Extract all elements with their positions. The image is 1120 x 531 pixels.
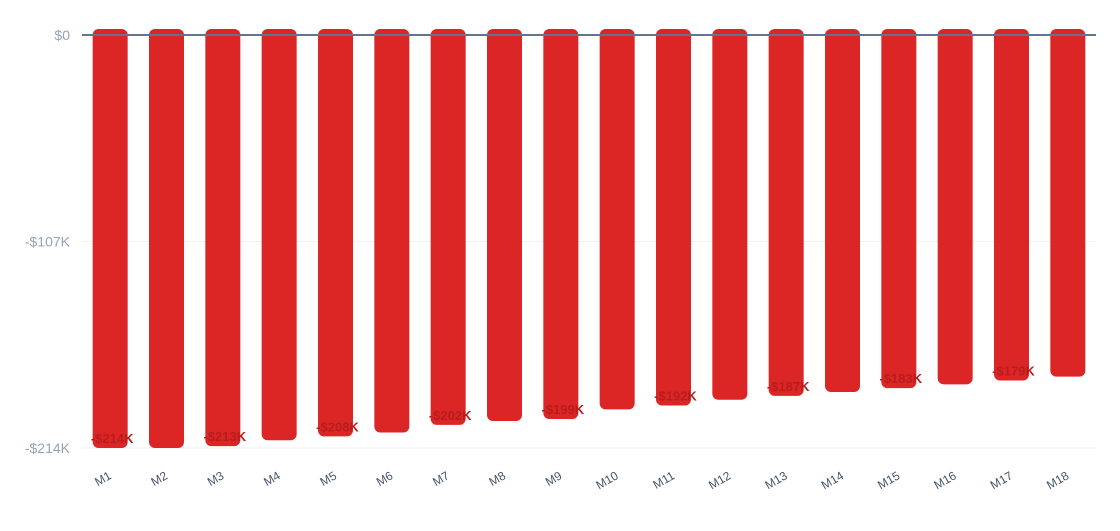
data-label: -$187K [767, 379, 810, 394]
x-tick-label: M11 [651, 468, 678, 492]
x-tick-label: M15 [875, 468, 902, 492]
x-tick-label: M9 [543, 468, 565, 489]
data-labels: -$214K -$213K -$208K -$202K -$199K -$192K -$18… [91, 363, 1036, 446]
x-tick-label: M3 [205, 468, 227, 489]
x-tick-label: M8 [487, 468, 509, 489]
y-tick-label: -$107K [25, 234, 71, 250]
bar-m9 [543, 29, 579, 420]
bar-m15 [881, 29, 917, 389]
x-tick-label: M6 [374, 468, 396, 489]
bar-m4 [261, 29, 297, 441]
data-label: -$183K [880, 371, 923, 386]
x-axis-ticks: M1 M2 M3 M4 M5 M6 M7 M8 M9 M10 M11 M12 M13 M14 M15 M16 M… [92, 468, 1071, 492]
data-label: -$192K [654, 389, 697, 404]
bar-m17 [994, 29, 1029, 381]
bar-m2 [149, 29, 184, 448]
y-axis-ticks: $0 -$107K -$214K [25, 27, 71, 456]
bars [92, 29, 1086, 448]
bar-m16 [937, 29, 973, 385]
x-tick-label: M12 [706, 468, 733, 492]
x-tick-label: M17 [988, 468, 1015, 492]
x-tick-label: M1 [92, 468, 114, 489]
bar-m3 [205, 29, 241, 447]
x-tick-label: M10 [593, 468, 620, 492]
bar-m11 [656, 29, 691, 406]
data-label: -$208K [316, 419, 359, 434]
bar-m13 [768, 29, 804, 396]
x-tick-label: M5 [318, 468, 340, 489]
x-tick-label: M16 [931, 468, 958, 492]
bar-m18 [1050, 29, 1086, 377]
data-label: -$179K [992, 363, 1035, 378]
bar-m6 [374, 29, 410, 433]
bar-m10 [599, 29, 635, 410]
bar-m1 [92, 29, 128, 448]
x-tick-label: M18 [1044, 468, 1071, 492]
data-label: -$199K [542, 402, 585, 417]
x-tick-label: M13 [762, 468, 789, 492]
y-tick-label: -$214K [25, 440, 71, 456]
bar-m8 [487, 29, 522, 421]
bar-m14 [825, 29, 860, 393]
data-label: -$202K [429, 408, 472, 423]
bar-m7 [430, 29, 466, 425]
y-tick-label: $0 [54, 27, 70, 43]
data-label: -$213K [204, 429, 247, 444]
x-tick-label: M4 [261, 468, 283, 489]
x-tick-label: M2 [149, 468, 171, 489]
bar-m5 [318, 29, 353, 437]
x-tick-label: M7 [430, 468, 452, 489]
x-tick-label: M14 [819, 468, 846, 492]
bar-m12 [712, 29, 748, 400]
gridlines [82, 241, 1096, 449]
data-label: -$214K [91, 431, 134, 446]
